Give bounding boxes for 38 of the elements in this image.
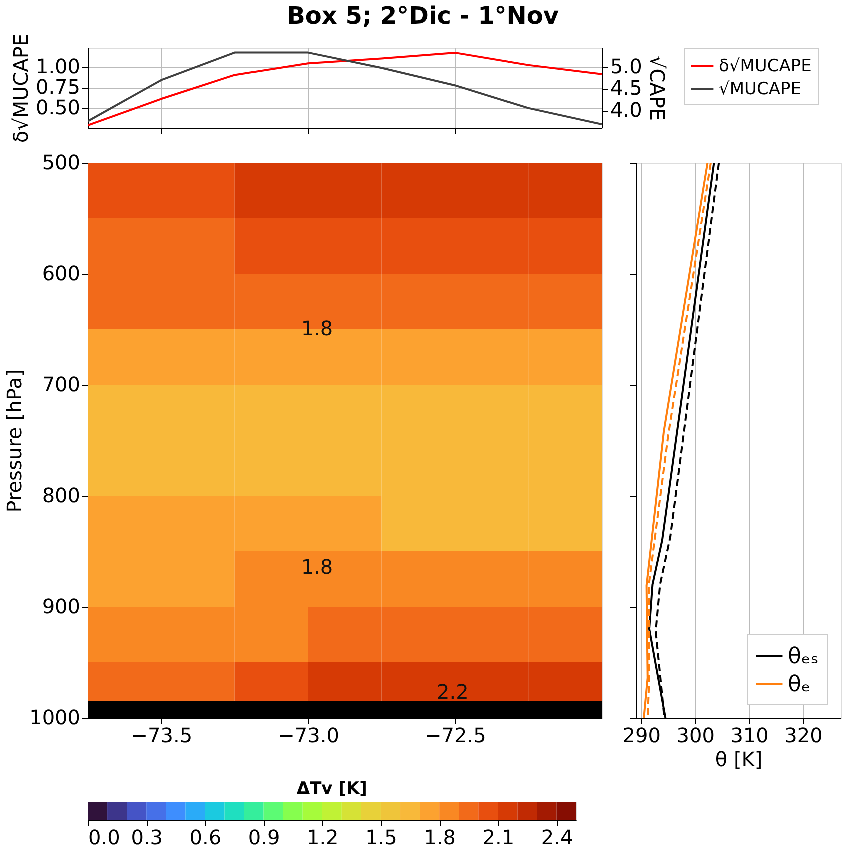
color-bar-label: 1.5 xyxy=(366,826,398,850)
y-tick-label: 700 xyxy=(42,372,80,396)
x-axis-title: θ [K] xyxy=(715,748,763,772)
y-tick-label: 1000 xyxy=(30,706,80,730)
legend-label: δ√MUCAPE xyxy=(719,56,812,76)
legend-label: θₑₛ xyxy=(788,644,819,670)
y2-tick-label: 5.0 xyxy=(610,54,642,78)
color-bar-label: 1.2 xyxy=(306,826,339,850)
color-bar-label: 2.4 xyxy=(541,826,574,850)
x-tick-label: 300 xyxy=(676,724,715,748)
y-tick-label: 600 xyxy=(42,262,80,286)
annotation: 1.8 xyxy=(301,316,334,340)
x-tick-label: 320 xyxy=(784,724,823,748)
y-tick-label: 900 xyxy=(42,594,80,618)
y2-tick-label: 4.0 xyxy=(610,98,642,122)
x-tick-label: −73.0 xyxy=(278,724,340,748)
color-bar-title: ΔTv [K] xyxy=(296,779,368,799)
y-axis-title: δ√MUCAPE xyxy=(8,34,33,144)
color-bar-label: 1.8 xyxy=(424,826,456,850)
y2-tick-label: 4.5 xyxy=(610,76,642,100)
y-axis-title: Pressure [hPa] xyxy=(2,369,27,513)
x-tick-label: 310 xyxy=(730,724,769,748)
color-bar-label: 0.0 xyxy=(88,826,120,850)
annotation: 2.2 xyxy=(437,680,469,704)
color-bar-label: 0.9 xyxy=(248,826,280,850)
color-bar-label: 0.3 xyxy=(131,826,163,850)
x-tick-label: −73.5 xyxy=(131,724,193,748)
color-bar-label: 2.1 xyxy=(482,826,515,850)
annotation: 1.8 xyxy=(301,555,334,580)
legend-label: √MUCAPE xyxy=(719,80,802,100)
legend-label: θₑ xyxy=(788,672,811,698)
color-bar-label: 0.6 xyxy=(190,826,222,850)
y-tick-label: 800 xyxy=(42,484,80,508)
x-tick-label: −72.5 xyxy=(424,724,486,748)
chart-title: Box 5; 2°Dic - 1°Nov xyxy=(287,2,560,30)
x-tick-label: 290 xyxy=(622,724,661,748)
y-tick-label: 500 xyxy=(42,150,80,174)
y2-axis-title: √CAPE xyxy=(645,56,670,122)
